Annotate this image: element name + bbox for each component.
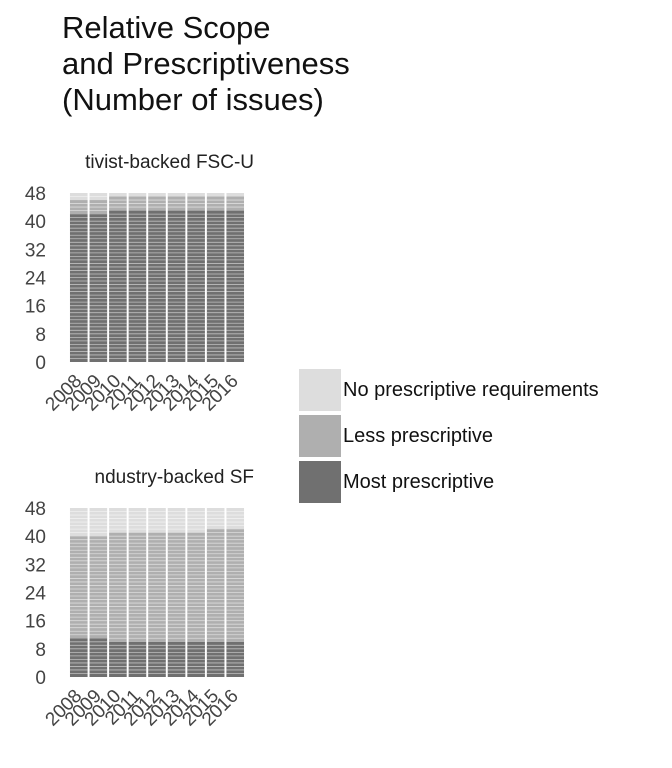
y-tick-label: 0 bbox=[35, 668, 46, 689]
y-tick-label: 24 bbox=[25, 584, 47, 605]
bar-segment bbox=[128, 532, 147, 642]
legend-swatch-less bbox=[299, 415, 341, 457]
bar-segment bbox=[226, 193, 245, 197]
chart-title-line: Relative Scope bbox=[62, 10, 271, 45]
bar-segment bbox=[69, 638, 88, 677]
bar-segment bbox=[167, 532, 186, 642]
bar-segment bbox=[69, 536, 88, 639]
y-tick-label: 24 bbox=[25, 269, 47, 290]
y-tick-label: 0 bbox=[35, 353, 46, 374]
bar-segment bbox=[109, 532, 127, 642]
bar-segment bbox=[206, 210, 225, 362]
bar-segment bbox=[148, 193, 166, 197]
chart-title-line: and Prescriptiveness bbox=[62, 46, 350, 81]
y-tick-label: 32 bbox=[25, 555, 46, 576]
legend-item: Most prescriptive bbox=[299, 459, 599, 505]
legend-item: No prescriptive requirements bbox=[299, 367, 599, 413]
bar-segment bbox=[89, 638, 108, 677]
y-tick-label: 48 bbox=[25, 499, 46, 520]
legend-label: No prescriptive requirements bbox=[343, 378, 599, 401]
y-tick-label: 8 bbox=[35, 325, 46, 346]
y-tick-label: 40 bbox=[25, 212, 46, 233]
legend: No prescriptive requirements Less prescr… bbox=[299, 367, 599, 505]
bar-segment bbox=[148, 532, 166, 642]
facet-plot-sfi: 0816243240482008200920102011201220132014… bbox=[25, 499, 245, 730]
y-tick-label: 32 bbox=[25, 240, 46, 261]
y-tick-label: 40 bbox=[25, 527, 46, 548]
facet-title-fsc: tivist-backed FSC-U bbox=[85, 152, 254, 173]
bar-segment bbox=[128, 508, 147, 533]
legend-swatch-most bbox=[299, 461, 341, 503]
bar-segment bbox=[148, 210, 166, 362]
bar-segment bbox=[187, 532, 205, 642]
bar-segment bbox=[187, 508, 205, 533]
bar-segment bbox=[128, 193, 147, 197]
legend-swatch-none bbox=[299, 369, 341, 411]
bar-segment bbox=[167, 508, 186, 533]
y-tick-label: 48 bbox=[25, 184, 46, 205]
bar-segment bbox=[167, 193, 186, 197]
bar-segment bbox=[148, 508, 166, 533]
facet-panel-sfi: ndustry-backed SF 0 8 16 24 32 40 48 2008 2009 20… bbox=[0, 465, 290, 755]
facet-title-sfi: ndustry-backed SF bbox=[94, 467, 254, 488]
y-tick-label: 16 bbox=[25, 297, 46, 318]
bar-segment bbox=[167, 210, 186, 362]
y-tick-label: 8 bbox=[35, 640, 46, 661]
chart-title-line: (Number of issues) bbox=[62, 82, 324, 117]
bar-segment bbox=[128, 210, 147, 362]
legend-label: Most prescriptive bbox=[343, 470, 495, 493]
legend-item: Less prescriptive bbox=[299, 413, 599, 459]
bar-segment bbox=[109, 508, 127, 533]
facet-plot-fsc: 0816243240482008200920102011201220132014… bbox=[25, 184, 245, 415]
bar-segment bbox=[89, 536, 108, 639]
bar-segment bbox=[109, 210, 127, 362]
bar-segment bbox=[226, 210, 245, 362]
y-tick-label: 16 bbox=[25, 612, 46, 633]
legend-label: Less prescriptive bbox=[343, 424, 494, 447]
bar-segment bbox=[109, 193, 127, 197]
bar-segment bbox=[206, 193, 225, 197]
bar-segment bbox=[187, 193, 205, 197]
bar-segment bbox=[187, 210, 205, 362]
facet-panel-fsc: tivist-backed FSC-U 0 8 16 24 32 40 48 2008 2009… bbox=[0, 150, 290, 440]
chart-title: Relative Scope and Prescriptiveness (Num… bbox=[62, 10, 350, 118]
